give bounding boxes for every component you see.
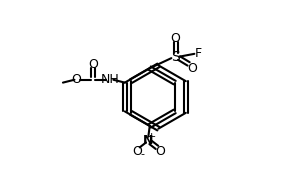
Text: NH: NH xyxy=(101,73,120,86)
Text: O: O xyxy=(171,32,181,45)
Text: O: O xyxy=(88,58,98,71)
Text: O: O xyxy=(71,73,82,86)
Text: -: - xyxy=(141,149,145,159)
Text: S: S xyxy=(171,50,180,64)
Text: O: O xyxy=(155,145,165,158)
Text: +: + xyxy=(147,132,156,142)
Text: O: O xyxy=(132,145,142,158)
Text: N: N xyxy=(143,134,154,147)
Text: F: F xyxy=(195,47,202,60)
Text: O: O xyxy=(187,62,197,75)
